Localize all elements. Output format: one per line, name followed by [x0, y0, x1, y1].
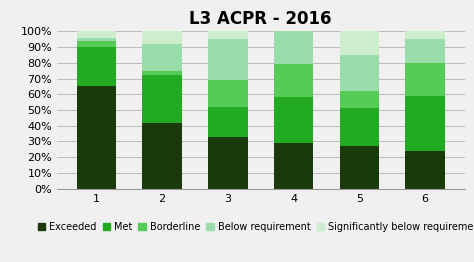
Bar	[339, 91, 379, 108]
Bar	[142, 44, 182, 71]
Legend: Exceeded, Met, Borderline, Below requirement, Significantly below requirement: Exceeded, Met, Borderline, Below require…	[37, 222, 474, 232]
Bar	[405, 151, 445, 189]
Bar	[274, 143, 313, 189]
Bar	[405, 96, 445, 151]
Bar	[142, 75, 182, 123]
Bar	[77, 47, 116, 86]
Bar	[77, 86, 116, 189]
Bar	[405, 63, 445, 96]
Bar	[339, 31, 379, 55]
Bar	[208, 80, 247, 107]
Bar	[274, 0, 313, 31]
Bar	[142, 123, 182, 189]
Bar	[405, 39, 445, 63]
Bar	[208, 137, 247, 189]
Bar	[339, 108, 379, 146]
Bar	[339, 55, 379, 91]
Title: L3 ACPR - 2016: L3 ACPR - 2016	[190, 10, 332, 29]
Bar	[142, 71, 182, 75]
Bar	[274, 64, 313, 97]
Bar	[405, 31, 445, 39]
Bar	[274, 31, 313, 64]
Bar	[274, 97, 313, 143]
Bar	[208, 0, 247, 39]
Bar	[77, 38, 116, 41]
Bar	[208, 107, 247, 137]
Bar	[142, 31, 182, 44]
Bar	[77, 41, 116, 47]
Bar	[77, 31, 116, 38]
Bar	[208, 39, 247, 80]
Bar	[339, 146, 379, 189]
